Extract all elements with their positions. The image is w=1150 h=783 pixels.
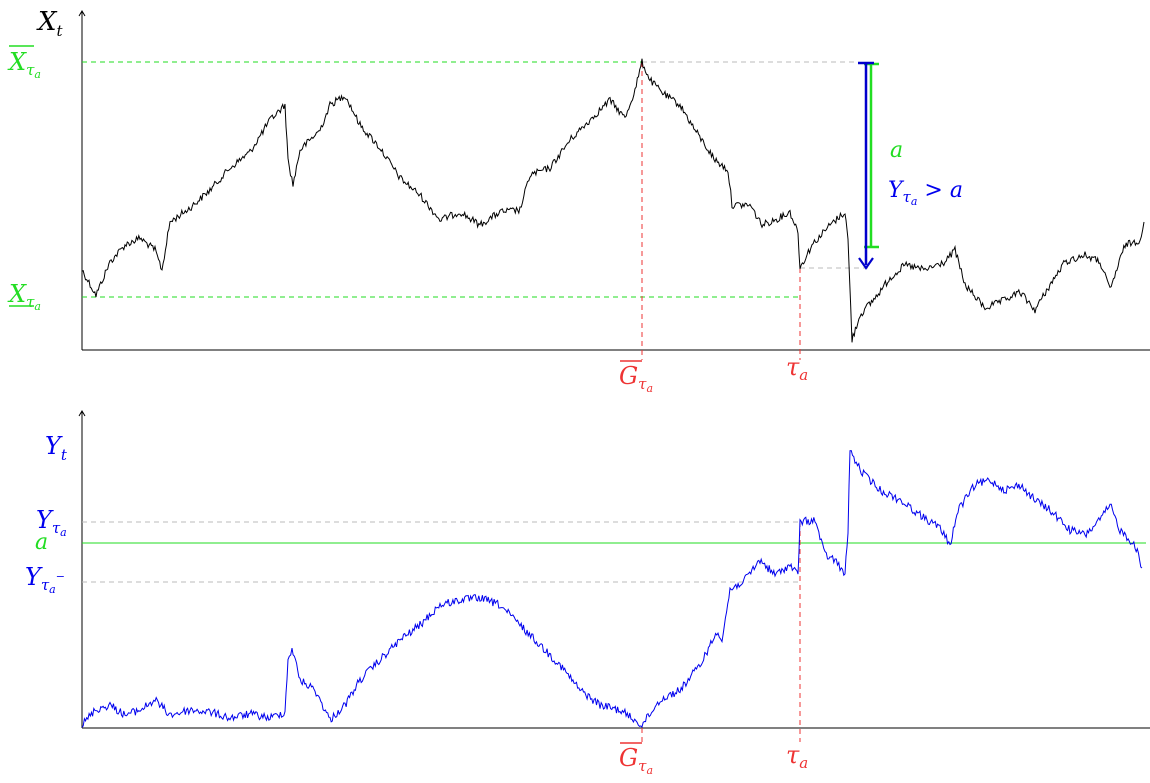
bottom-g-label: Gτa: [619, 742, 653, 777]
tau-label: τa: [786, 353, 808, 384]
bottom-a-label: a: [35, 530, 48, 555]
bottom-panel: Yt Yτa a Yτa− Gτa τa: [25, 410, 1150, 777]
max-label: Xτa: [7, 45, 41, 81]
a-label: a: [890, 138, 903, 163]
top-panel: Xt Xτa Xτa Gτa τa a Yτa > a: [7, 7, 1150, 395]
bottom-tau-label: τa: [786, 741, 808, 772]
down-arrow-icon: [858, 257, 874, 270]
svg-text:Gτa: Gτa: [619, 362, 653, 395]
y-path-line: [81, 450, 1143, 728]
svg-text:Gτa: Gτa: [619, 744, 653, 777]
g-label: Gτa: [619, 360, 653, 395]
y-tau-label: Yτa: [36, 506, 67, 539]
y-gt-a-label: Yτa > a: [888, 178, 963, 208]
y-tau-minus-label: Yτa−: [25, 563, 65, 596]
x-path-line: [81, 58, 1145, 343]
svg-text:Xτa: Xτa: [7, 280, 41, 313]
bottom-y-axis-arrow-icon: [78, 410, 86, 417]
top-y-axis-arrow-icon: [78, 10, 86, 17]
top-y-axis-label: Xt: [36, 7, 64, 40]
svg-text:Xτa: Xτa: [7, 48, 41, 81]
bottom-y-axis-label: Yt: [45, 432, 68, 464]
min-label: Xτa: [7, 280, 41, 313]
